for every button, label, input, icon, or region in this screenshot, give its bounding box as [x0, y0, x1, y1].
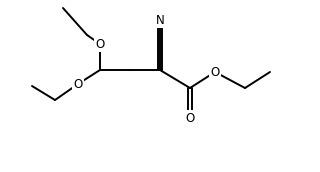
- Text: O: O: [73, 78, 83, 90]
- Text: N: N: [156, 13, 164, 26]
- Text: O: O: [210, 66, 220, 78]
- Text: O: O: [185, 111, 195, 125]
- Text: O: O: [95, 37, 105, 51]
